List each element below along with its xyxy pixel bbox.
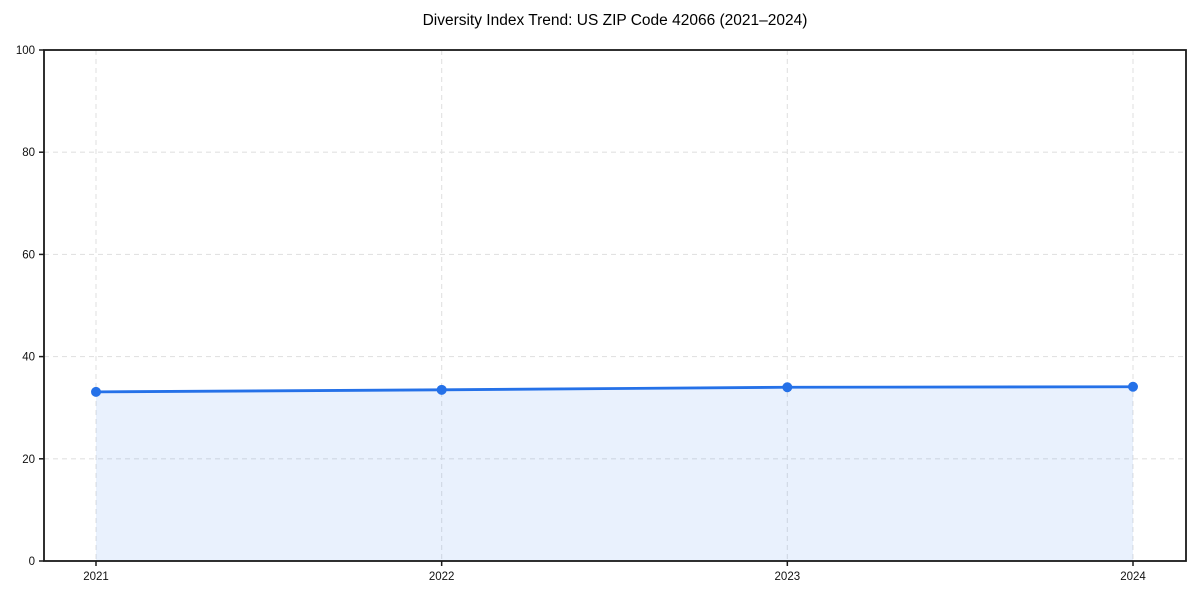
y-tick-label: 80	[22, 147, 35, 159]
y-tick-label: 100	[16, 45, 35, 57]
area-fill	[96, 386, 1133, 561]
y-tick-label: 40	[22, 352, 35, 364]
y-tick-label: 0	[29, 556, 35, 568]
x-tick-label: 2023	[775, 571, 801, 583]
plot-border	[43, 49, 1187, 562]
chart-title: Diversity Index Trend: US ZIP Code 42066…	[422, 12, 808, 29]
y-tick-label: 60	[22, 249, 35, 261]
data-point-marker	[1128, 381, 1138, 392]
data-point-marker	[782, 382, 793, 393]
data-point-marker	[436, 384, 447, 395]
trend-line	[94, 385, 1135, 394]
x-tick-label: 2022	[429, 571, 455, 583]
x-tick-label: 2021	[83, 571, 109, 583]
y-tick-label: 20	[22, 454, 35, 466]
x-tick-label: 2024	[1120, 571, 1146, 583]
data-point-marker	[91, 386, 101, 397]
